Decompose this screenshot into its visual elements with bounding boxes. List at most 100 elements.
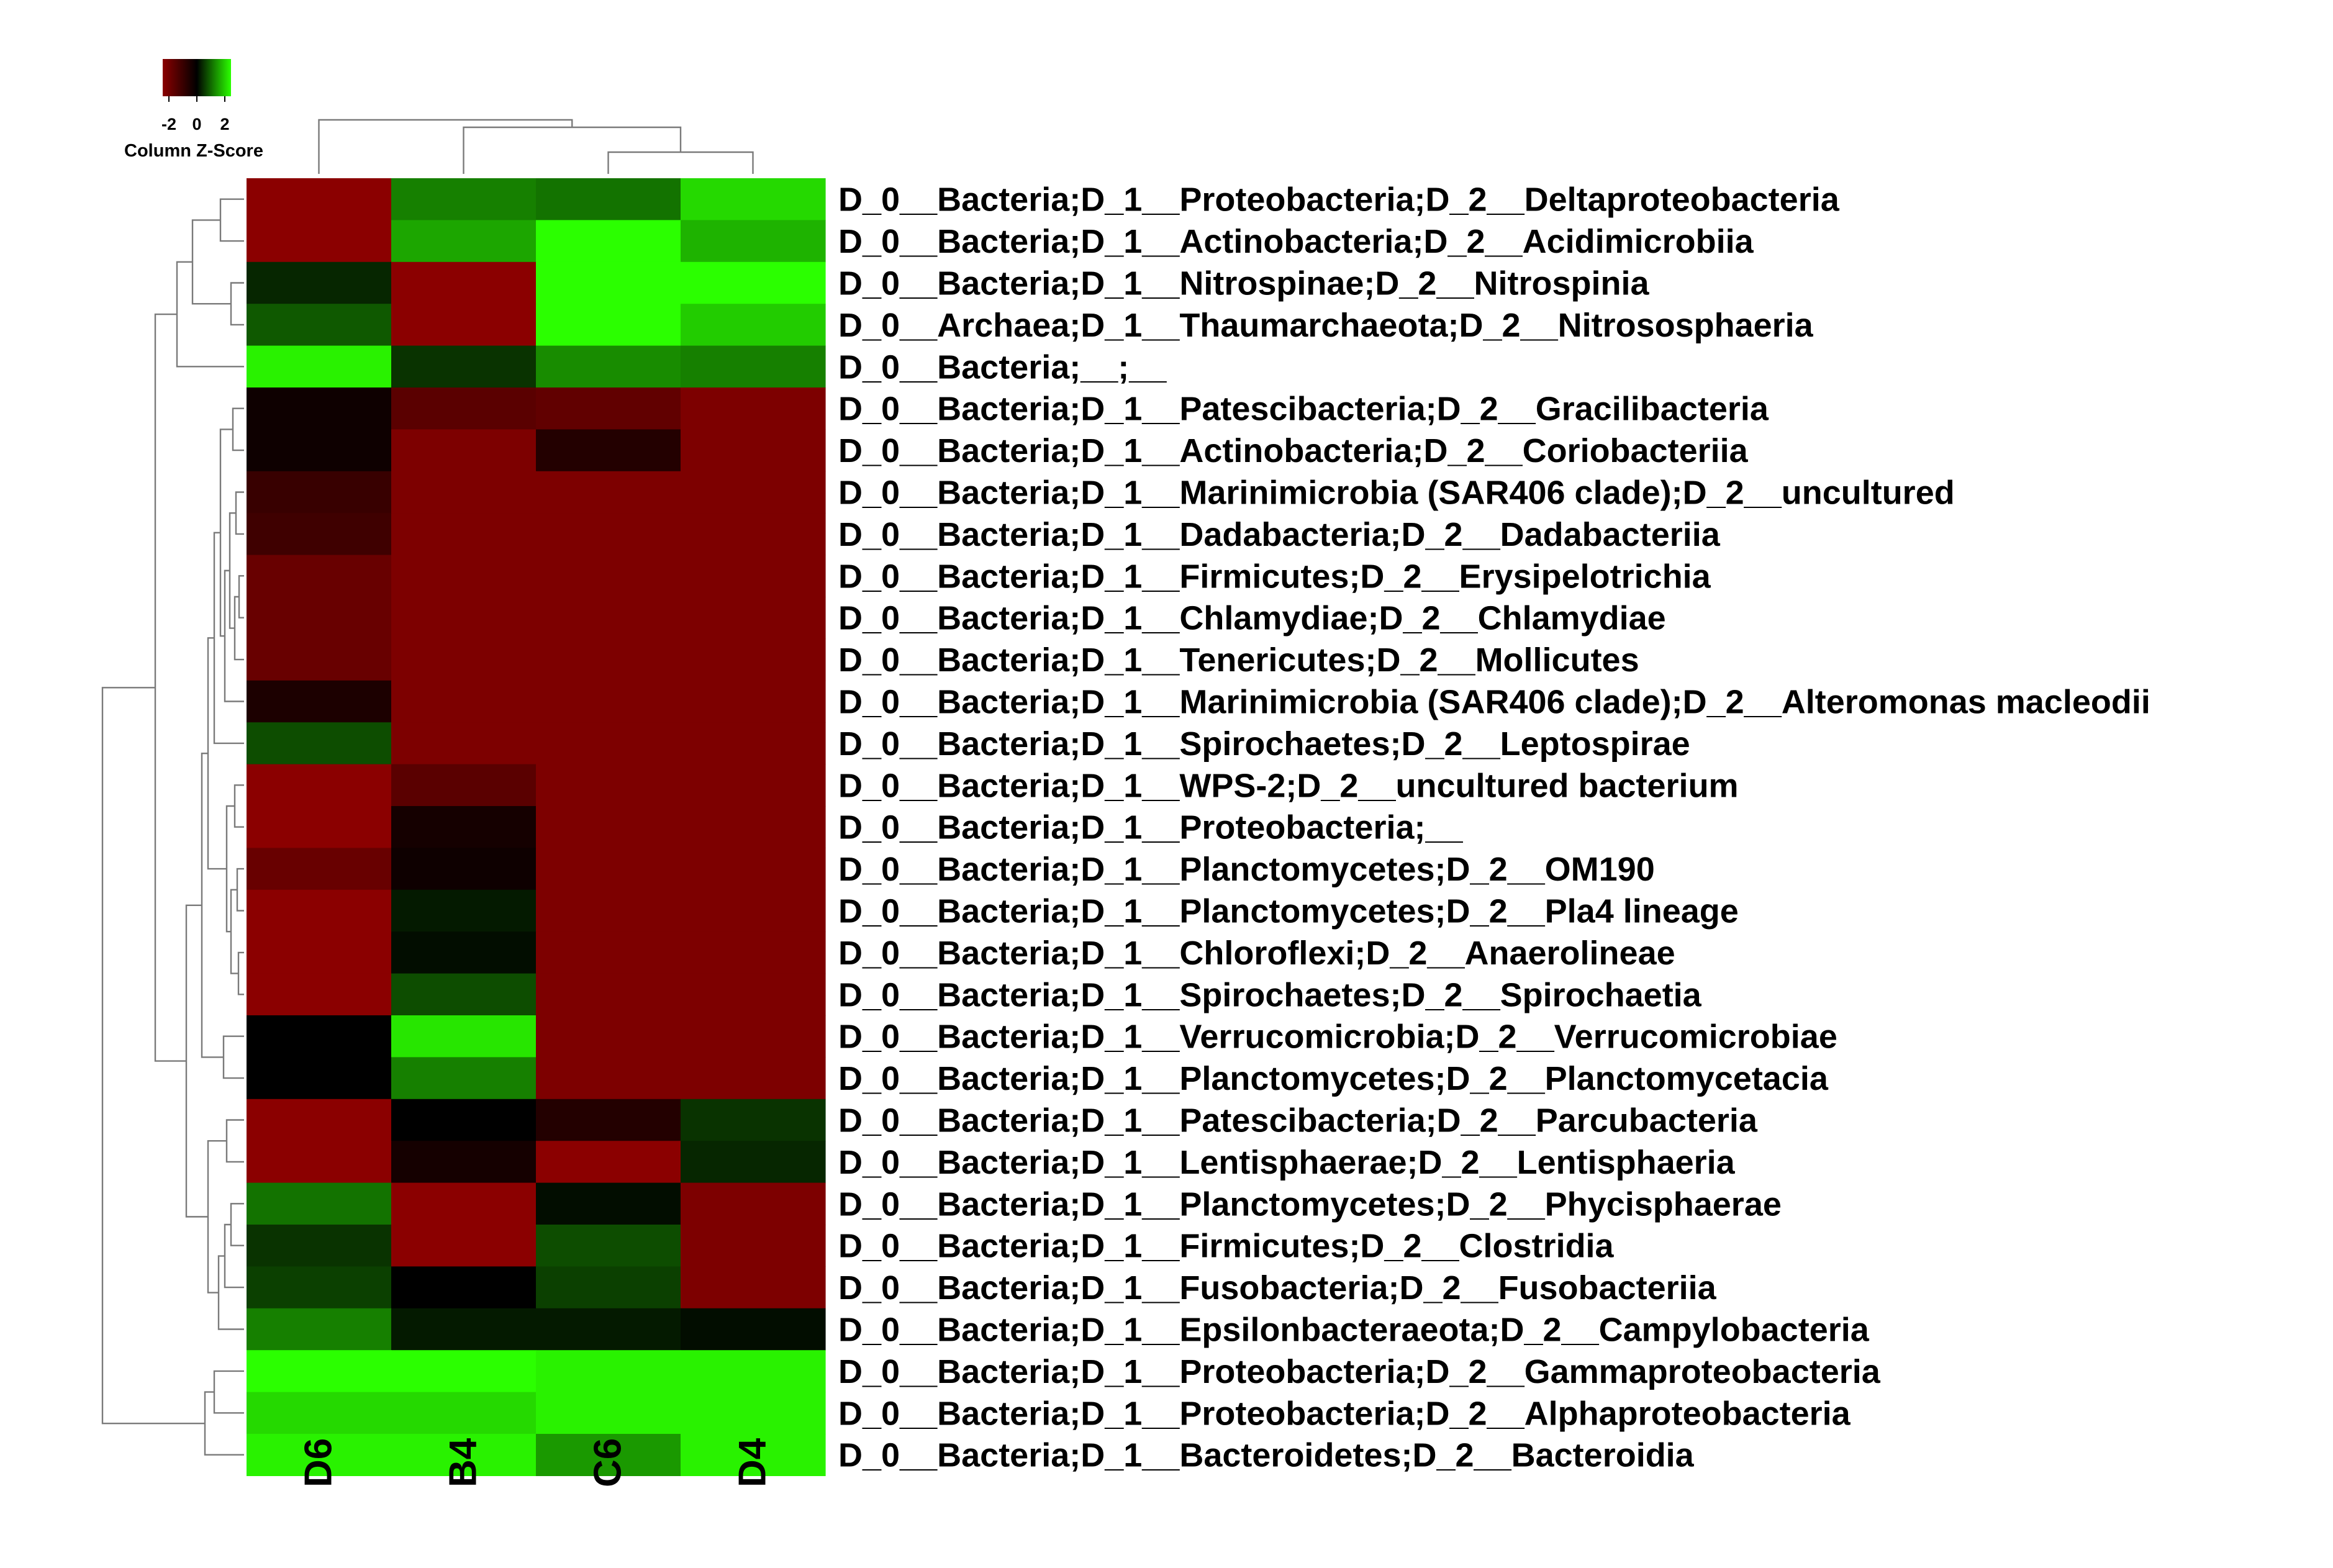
heatmap-cell <box>681 471 826 514</box>
row-label: D_0__Bacteria;D_1__Spirochaetes;D_2__Lep… <box>838 725 1690 763</box>
row-label: D_0__Bacteria;D_1__Nitrospinae;D_2__Nitr… <box>838 265 1650 302</box>
heatmap-cell <box>391 429 537 472</box>
row-label: D_0__Bacteria;__;__ <box>838 348 1167 386</box>
dendrogram-branch <box>201 753 224 1058</box>
heatmap-cell <box>681 806 826 848</box>
dendrogram-branch <box>225 1119 244 1163</box>
heatmap-cell <box>536 1182 681 1225</box>
row-dendrogram <box>101 198 244 1456</box>
heatmap-cell <box>391 261 537 304</box>
heatmap-cell <box>536 178 681 220</box>
heatmap-cell <box>536 429 681 472</box>
dendrogram-branch <box>154 313 186 1062</box>
heatmap-cell <box>536 1350 681 1393</box>
heatmap-cell <box>247 220 392 263</box>
row-label: D_0__Archaea;D_1__Thaumarchaeota;D_2__Ni… <box>838 307 1814 344</box>
color-key: -2 0 2 Column Z-Score <box>124 59 263 161</box>
heatmap-cell <box>681 1099 826 1141</box>
dendrogram-branch <box>191 219 231 305</box>
column-labels: D6 B4 C6 D4 <box>297 1438 774 1487</box>
heatmap-cell <box>247 1308 392 1351</box>
heatmap-cell <box>247 345 392 388</box>
heatmap-cell <box>391 513 537 556</box>
heatmap-cell <box>681 178 826 220</box>
heatmap-cell <box>536 680 681 723</box>
row-label: D_0__Bacteria;D_1__Proteobacteria;D_2__D… <box>838 181 1840 219</box>
heatmap-cell <box>247 931 392 974</box>
heatmap-cell <box>247 261 392 304</box>
heatmap-cell <box>681 848 826 890</box>
heatmap-cell <box>681 680 826 723</box>
heatmap-cell <box>247 1141 392 1184</box>
color-key-tick-label: 2 <box>220 115 229 134</box>
dendrogram-branch <box>224 1223 244 1289</box>
row-label: D_0__Bacteria;D_1__Chlamydiae;D_2__Chlam… <box>838 600 1666 637</box>
heatmap-cell <box>681 555 826 597</box>
heatmap-cell <box>536 304 681 347</box>
heatmap-cell <box>536 806 681 848</box>
heatmap-cell <box>536 764 681 807</box>
heatmap-cell <box>247 889 392 932</box>
color-key-tick-label: 0 <box>192 115 201 134</box>
row-label: D_0__Bacteria;D_1__Firmicutes;D_2__Erysi… <box>838 558 1711 595</box>
heatmap-cell <box>391 304 537 347</box>
heatmap-cell <box>681 1141 826 1184</box>
heatmap-cell <box>391 345 537 388</box>
heatmap-cell <box>681 345 826 388</box>
heatmap-cell <box>247 806 392 848</box>
heatmap-cell <box>247 555 392 597</box>
heatmap-cell <box>247 722 392 765</box>
heatmap-cell <box>247 1392 392 1434</box>
dendrogram-branch <box>237 951 244 995</box>
color-key-gradient <box>163 59 231 96</box>
row-label: D_0__Bacteria;D_1__Firmicutes;D_2__Clost… <box>838 1228 1615 1265</box>
heatmap-cell <box>681 1350 826 1393</box>
row-label: D_0__Bacteria;D_1__Lentisphaerae;D_2__Le… <box>838 1144 1736 1181</box>
row-label: D_0__Bacteria;D_1__Planctomycetes;D_2__P… <box>838 893 1739 930</box>
heatmap-cells <box>247 178 826 1476</box>
heatmap-cell <box>536 722 681 765</box>
heatmap-cell <box>536 973 681 1016</box>
heatmap-cell <box>681 1266 826 1309</box>
heatmap-cell <box>247 1057 392 1100</box>
row-label: D_0__Bacteria;D_1__Planctomycetes;D_2__P… <box>838 1185 1782 1223</box>
heatmap-cell <box>391 1350 537 1393</box>
heatmap-cell <box>681 973 826 1016</box>
heatmap-cell <box>681 638 826 681</box>
column-label: D4 <box>732 1438 774 1487</box>
heatmap-cell <box>536 471 681 514</box>
heatmap-cell <box>536 1141 681 1184</box>
heatmap-cell <box>391 764 537 807</box>
heatmap-cell <box>536 513 681 556</box>
dendrogram-branch <box>213 1370 244 1414</box>
dendrogram-branch <box>219 198 244 242</box>
dendrogram-branch <box>233 784 244 828</box>
heatmap-cell <box>391 220 537 263</box>
heatmap-cell <box>247 429 392 472</box>
heatmap-cell <box>391 178 537 220</box>
heatmap-cell <box>681 1392 826 1434</box>
dendrogram-branch <box>185 904 208 1218</box>
heatmap-cell <box>391 680 537 723</box>
heatmap-cell <box>247 1225 392 1267</box>
heatmap-cell <box>247 597 392 639</box>
dendrogram-branch <box>101 687 205 1425</box>
dendrogram-branch <box>207 637 227 870</box>
heatmap-cell <box>391 1015 537 1058</box>
dendrogram-branch <box>219 428 233 637</box>
column-dendrogram <box>318 119 754 174</box>
heatmap-cell <box>247 513 392 556</box>
row-label: D_0__Bacteria;D_1__Planctomycetes;D_2__O… <box>838 851 1655 888</box>
heatmap-cell <box>247 973 392 1016</box>
row-label: D_0__Bacteria;D_1__Epsilonbacteraeota;D_… <box>838 1312 1870 1349</box>
heatmap-cell <box>391 806 537 848</box>
dendrogram-branch <box>235 491 244 535</box>
dendrogram-branch <box>207 1140 227 1294</box>
heatmap-cell <box>681 1434 826 1476</box>
dendrogram-branch <box>204 1391 244 1456</box>
row-label: D_0__Bacteria;D_1__Dadabacteria;D_2__Dad… <box>838 516 1721 553</box>
heatmap-cell <box>681 304 826 347</box>
row-label: D_0__Bacteria;D_1__Fusobacteria;D_2__Fus… <box>838 1269 1717 1307</box>
heatmap-cell <box>681 220 826 263</box>
heatmap-cell <box>247 387 392 430</box>
